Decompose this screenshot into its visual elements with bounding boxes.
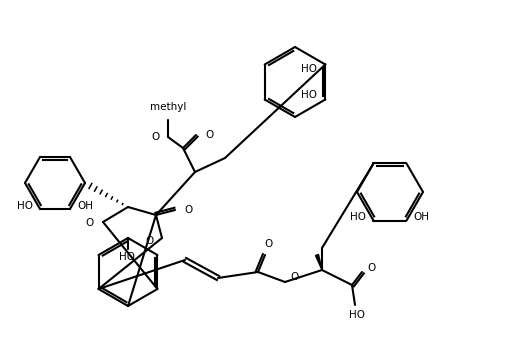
Text: HO: HO (17, 201, 33, 211)
Text: HO: HO (301, 64, 317, 75)
Text: HO: HO (119, 252, 135, 262)
Text: O: O (205, 130, 213, 140)
Polygon shape (315, 254, 321, 270)
Text: O: O (290, 272, 298, 282)
Text: HO: HO (350, 211, 366, 222)
Text: HO: HO (301, 89, 317, 100)
Text: methyl: methyl (150, 102, 186, 112)
Text: O: O (264, 239, 273, 249)
Text: OH: OH (413, 211, 429, 222)
Text: O: O (366, 263, 375, 273)
Text: O: O (146, 236, 154, 246)
Text: HO: HO (348, 310, 364, 320)
Text: O: O (152, 132, 160, 142)
Text: O: O (86, 218, 94, 228)
Text: OH: OH (77, 201, 93, 211)
Text: O: O (184, 205, 192, 215)
